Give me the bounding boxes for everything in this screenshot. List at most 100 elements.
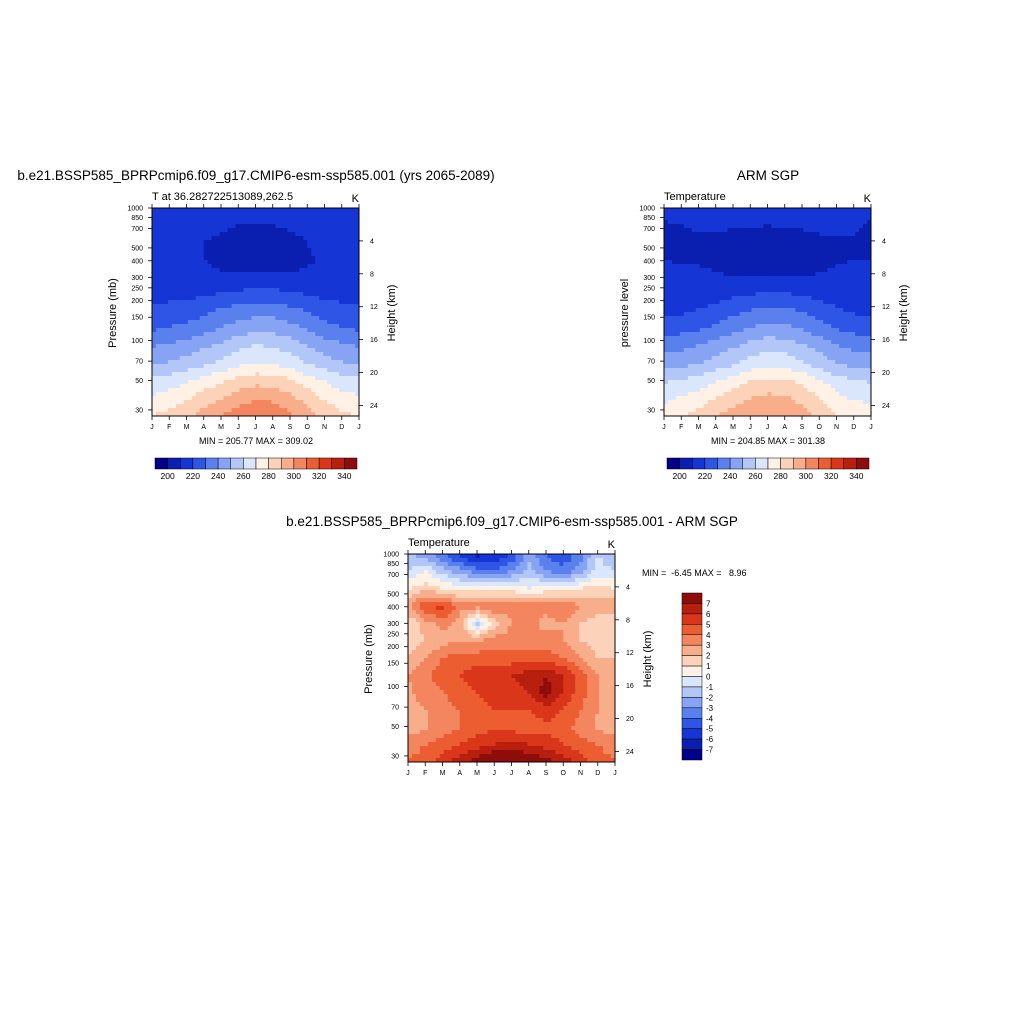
contour-cell [775, 324, 780, 329]
contour-cell [831, 212, 836, 217]
contour-cell [299, 284, 304, 289]
contour-cell [231, 224, 236, 229]
contour-cell [827, 332, 832, 337]
contour-cell [279, 264, 284, 269]
contour-cell [239, 276, 244, 281]
contour-cell [239, 316, 244, 321]
contour-cell [679, 236, 685, 241]
contour-cell [355, 248, 360, 253]
contour-cell [803, 268, 808, 273]
contour-cell [851, 304, 856, 309]
contour-cell [859, 232, 864, 237]
contour-cell [199, 372, 205, 377]
contour-cell [703, 288, 709, 293]
colorbar-swatch [293, 457, 307, 470]
contour-cell [759, 352, 764, 357]
contour-cell [831, 256, 836, 261]
contour-cell [819, 368, 824, 373]
contour-cell [739, 364, 745, 369]
contour-cell [835, 240, 840, 245]
contour-cell [823, 260, 828, 265]
contour-cell [679, 344, 685, 349]
contour-cell [787, 292, 792, 297]
contour-cell [831, 240, 836, 245]
contour-cell [819, 224, 824, 229]
contour-cell [307, 336, 312, 341]
contour-cell [319, 212, 324, 217]
contour-cell [327, 236, 332, 241]
contour-cell [707, 216, 713, 221]
contour-cell [664, 232, 669, 237]
contour-cell [215, 212, 221, 217]
contour-cell [767, 292, 772, 297]
contour-cell [667, 316, 673, 321]
contour-cell [835, 344, 840, 349]
contour-cell [843, 284, 848, 289]
contour-cell [287, 256, 292, 261]
contour-cell [183, 408, 189, 413]
contour-cell [343, 228, 348, 233]
contour-cell [195, 364, 201, 369]
contour-cell [843, 260, 848, 265]
contour-cell [159, 372, 165, 377]
contour-cell [287, 272, 292, 277]
contour-cell [259, 360, 264, 365]
contour-cell [295, 236, 300, 241]
contour-cell [243, 344, 248, 349]
contour-cell [703, 284, 709, 289]
contour-cell [223, 412, 229, 417]
contour-cell [791, 300, 796, 305]
contour-cell [811, 328, 816, 333]
contour-cell [343, 340, 348, 345]
contour-cell [155, 288, 161, 293]
contour-cell [183, 352, 189, 357]
contour-cell [695, 320, 701, 325]
contour-cell [319, 404, 324, 409]
contour-cell [787, 348, 792, 353]
contour-cell [791, 352, 796, 357]
contour-cell [211, 348, 217, 353]
contour-cell [835, 208, 840, 213]
contour-cell [791, 280, 796, 285]
contour-cell [223, 244, 229, 249]
contour-cell [167, 312, 173, 317]
contour-cell [699, 288, 705, 293]
contour-cell [283, 356, 288, 361]
contour-cell [707, 264, 713, 269]
contour-cell [771, 296, 776, 301]
contour-cell [739, 252, 745, 257]
contour-cell [275, 404, 280, 409]
contour-cell [203, 252, 209, 257]
contour-cell [259, 216, 264, 221]
contour-cell [751, 344, 756, 349]
contour-cell [855, 264, 860, 269]
contour-cell [231, 260, 236, 265]
contour-cell [311, 256, 316, 261]
contour-cell [187, 368, 193, 373]
contour-cell [791, 244, 796, 249]
contour-cell [859, 212, 864, 217]
contour-cell [219, 344, 225, 349]
contour-cell [179, 292, 185, 297]
contour-cell [859, 312, 864, 317]
contour-cell [351, 240, 356, 245]
contour-cell [251, 240, 256, 245]
contour-cell [815, 368, 820, 373]
contour-cell [183, 236, 189, 241]
contour-cell [315, 368, 320, 373]
contour-cell [771, 308, 776, 313]
contour-cell [343, 288, 348, 293]
contour-cell [279, 320, 284, 325]
contour-cell [271, 284, 276, 289]
contour-cell [743, 240, 748, 245]
contour-cell [727, 208, 733, 213]
contour-cell [699, 216, 705, 221]
contour-cell [259, 224, 264, 229]
contour-cell [759, 252, 764, 257]
contour-cell [207, 316, 213, 321]
contour-cell [827, 248, 832, 253]
contour-cell [299, 256, 304, 261]
contour-cell [843, 268, 848, 273]
contour-cell [219, 224, 225, 229]
contour-cell [803, 212, 808, 217]
